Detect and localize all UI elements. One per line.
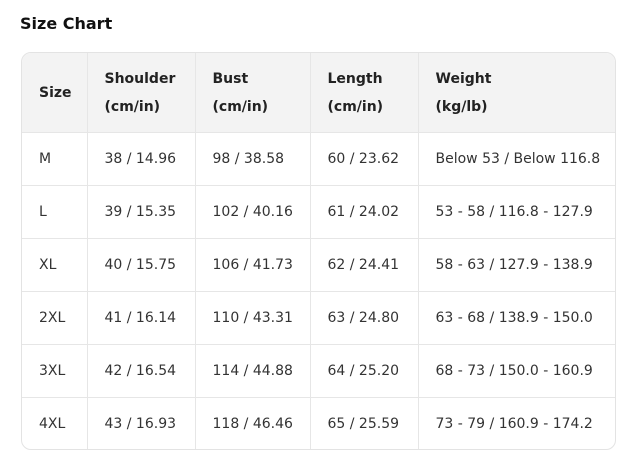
header-label: (kg/lb) xyxy=(435,98,488,115)
column-header: Length (cm/in) xyxy=(310,53,419,133)
table-row: 4XL 43 / 16.93 118 / 46.46 65 / 25.59 73 - 7… xyxy=(22,397,615,449)
table-cell: 2XL xyxy=(22,291,88,345)
table-cell: 43 / 16.93 xyxy=(87,397,196,449)
table-cell: M xyxy=(22,132,88,186)
table-cell: 40 / 15.75 xyxy=(87,238,196,292)
header-label: Bust xyxy=(212,70,249,87)
table-cell: 41 / 16.14 xyxy=(87,291,196,345)
table-cell: Below 53 / Below 116.8 xyxy=(418,132,615,186)
table-cell: 118 / 46.46 xyxy=(195,397,311,449)
table-row: 2XL 41 / 16.14 110 / 43.31 63 / 24.80 63 - 6… xyxy=(22,291,615,345)
table-cell: 65 / 25.59 xyxy=(310,397,419,449)
table-cell: 58 - 63 / 127.9 - 138.9 xyxy=(418,238,615,292)
header-label: (cm/in) xyxy=(104,98,161,115)
table-cell: 106 / 41.73 xyxy=(195,238,311,292)
table-cell: XL xyxy=(22,238,88,292)
column-header: Shoulder (cm/in) xyxy=(87,53,196,133)
table-cell: 102 / 40.16 xyxy=(195,185,311,239)
header-label: Size xyxy=(39,84,72,101)
table-cell: 68 - 73 / 150.0 - 160.9 xyxy=(418,344,615,398)
table-cell: 61 / 24.02 xyxy=(310,185,419,239)
column-header: Size xyxy=(22,53,88,133)
table-cell: 63 - 68 / 138.9 - 150.0 xyxy=(418,291,615,345)
column-header: Bust (cm/in) xyxy=(195,53,311,133)
column-header: Weight (kg/lb) xyxy=(418,53,615,133)
table-cell: 63 / 24.80 xyxy=(310,291,419,345)
table-cell: 3XL xyxy=(22,344,88,398)
table-cell: 39 / 15.35 xyxy=(87,185,196,239)
header-row: Size Shoulder (cm/in) Bust (cm/in) Length (cm/… xyxy=(22,53,615,133)
header-label: Weight xyxy=(435,70,492,87)
header-label: (cm/in) xyxy=(327,98,384,115)
table-cell: L xyxy=(22,185,88,239)
size-chart-table: Size Shoulder (cm/in) Bust (cm/in) Length (cm/… xyxy=(21,52,616,450)
table-cell: 64 / 25.20 xyxy=(310,344,419,398)
table-cell: 110 / 43.31 xyxy=(195,291,311,345)
table-cell: 4XL xyxy=(22,397,88,449)
table-cell: 60 / 23.62 xyxy=(310,132,419,186)
header-label: (cm/in) xyxy=(212,98,269,115)
table-cell: 42 / 16.54 xyxy=(87,344,196,398)
table-row: M 38 / 14.96 98 / 38.58 60 / 23.62 Below 53 … xyxy=(22,132,615,186)
header-label: Length xyxy=(327,70,383,87)
table-cell: 53 - 58 / 116.8 - 127.9 xyxy=(418,185,615,239)
table-row: 3XL 42 / 16.54 114 / 44.88 64 / 25.20 68 - 7… xyxy=(22,344,615,398)
table-cell: 73 - 79 / 160.9 - 174.2 xyxy=(435,416,593,432)
header-label: Shoulder xyxy=(104,70,176,87)
table-cell: 114 / 44.88 xyxy=(195,344,311,398)
table-row: XL 40 / 15.75 106 / 41.73 62 / 24.41 58 - 63… xyxy=(22,238,615,292)
page-title: Size Chart xyxy=(20,14,113,33)
table-cell: 38 / 14.96 xyxy=(87,132,196,186)
table-row: L 39 / 15.35 102 / 40.16 61 / 24.02 53 - 58 … xyxy=(22,185,615,239)
table-cell: 98 / 38.58 xyxy=(195,132,311,186)
table-cell: 62 / 24.41 xyxy=(310,238,419,292)
